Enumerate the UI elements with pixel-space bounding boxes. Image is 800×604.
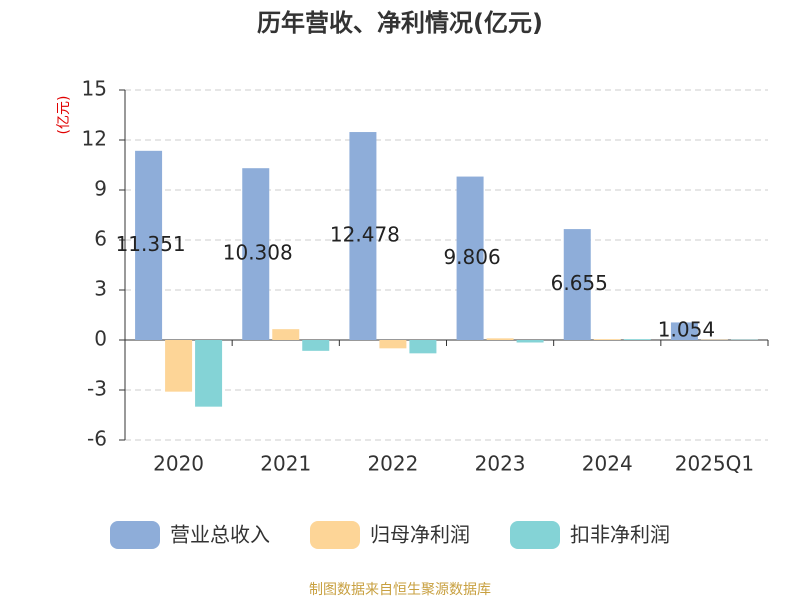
- y-tick-label: -3: [87, 377, 107, 401]
- legend-label: 扣非净利润: [570, 523, 670, 547]
- bar: [517, 340, 544, 343]
- bar: [272, 329, 299, 340]
- bar: [195, 340, 222, 407]
- x-tick-label: 2023: [475, 452, 526, 476]
- legend-label: 营业总收入: [170, 523, 270, 547]
- y-tick-label: 0: [94, 327, 107, 351]
- source-note: 制图数据来自恒生聚源数据库: [309, 582, 491, 598]
- y-tick-label: 15: [82, 77, 107, 101]
- y-tick-label: 9: [94, 177, 107, 201]
- bar: [379, 340, 406, 348]
- x-tick-label: 2020: [153, 452, 204, 476]
- x-tick-label: 2025Q1: [675, 452, 754, 476]
- chart-title: 历年营收、净利情况(亿元): [257, 9, 543, 37]
- bar: [165, 340, 192, 392]
- x-tick-label: 2021: [260, 452, 311, 476]
- data-label: 12.478: [330, 223, 400, 247]
- legend-swatch: [510, 521, 560, 549]
- data-label: 9.806: [443, 245, 500, 269]
- data-label: 11.351: [116, 232, 186, 256]
- legend-swatch: [310, 521, 360, 549]
- bar: [624, 339, 651, 340]
- x-tick-label: 2022: [367, 452, 418, 476]
- bar: [487, 338, 514, 340]
- data-label: 10.308: [223, 241, 293, 265]
- bar: [409, 340, 436, 353]
- legend-swatch: [110, 521, 160, 549]
- bar: [594, 339, 621, 340]
- data-label: 6.655: [551, 271, 608, 295]
- y-tick-label: 3: [94, 277, 107, 301]
- x-tick-label: 2024: [582, 452, 633, 476]
- y-tick-label: 12: [82, 127, 107, 151]
- data-label: 1.054: [658, 318, 715, 342]
- y-tick-label: 6: [94, 227, 107, 251]
- bar: [302, 340, 329, 351]
- y-tick-label: -6: [87, 427, 107, 451]
- y-axis-label: (亿元): [56, 96, 72, 135]
- legend-label: 归母净利润: [370, 523, 470, 547]
